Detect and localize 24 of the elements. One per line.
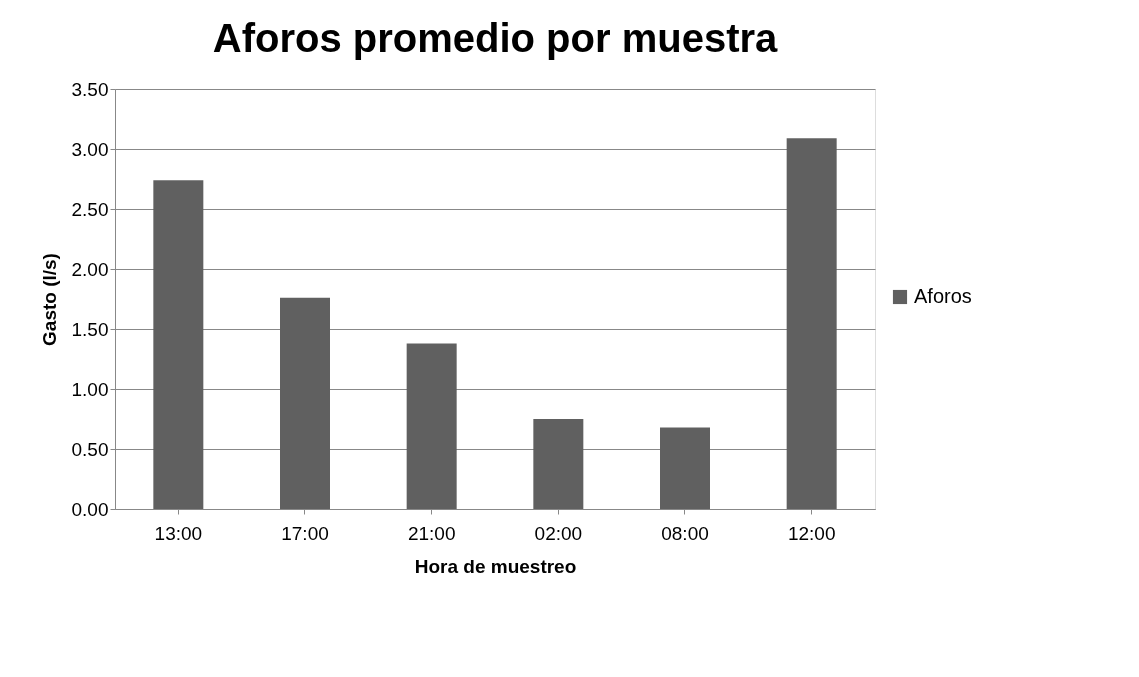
y-axis-title: Gasto (l/s): [38, 253, 60, 346]
bar: [406, 343, 457, 509]
legend-label: Aforos: [914, 285, 972, 307]
bar: [786, 138, 837, 509]
y-tick-label: 0.50: [71, 438, 109, 460]
y-tick-label: 0.00: [71, 498, 109, 520]
y-tick-label: 2.00: [71, 258, 109, 280]
x-tick-label: 02:00: [534, 522, 583, 544]
x-tick-label: 17:00: [281, 522, 329, 544]
y-tick-label: 3.50: [71, 78, 109, 100]
bar: [280, 297, 330, 509]
x-tick-label: 12:00: [787, 522, 836, 544]
x-axis-title: Hora de muestreo: [414, 555, 577, 577]
y-tick-label: 1.00: [71, 378, 109, 400]
bar: [660, 427, 710, 509]
x-tick-label: 13:00: [154, 522, 203, 544]
x-tick-label: 08:00: [661, 522, 709, 544]
y-tick-label: 2.50: [71, 198, 109, 220]
x-tick-label: 21:00: [407, 522, 456, 544]
y-tick-label: 1.50: [71, 318, 109, 340]
bar: [153, 180, 204, 509]
bar: [533, 419, 584, 509]
y-tick-label: 3.00: [71, 138, 109, 160]
chart-title: Aforos promedio por muestra: [212, 16, 779, 60]
